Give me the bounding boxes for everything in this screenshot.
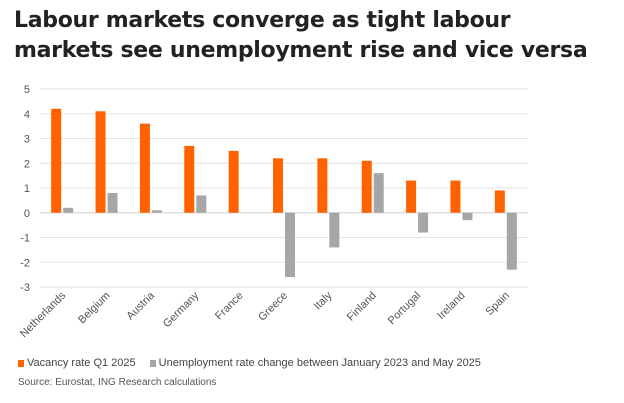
bar-unemployment: [506, 212, 517, 270]
x-tick-label: Finland: [345, 290, 379, 324]
y-tick-label: 3: [24, 134, 30, 146]
bar-vacancy: [494, 190, 505, 213]
y-tick-label: 0: [24, 208, 30, 220]
x-tick-label: Portugal: [386, 290, 423, 327]
bar-vacancy: [228, 150, 239, 213]
y-tick-label: -2: [20, 257, 30, 269]
bar-vacancy: [450, 180, 461, 213]
bar-unemployment: [63, 207, 74, 213]
bar-unemployment: [462, 212, 473, 221]
x-tick-label: Spain: [484, 290, 512, 318]
chart-title: Labour markets converge as tight labour …: [14, 8, 588, 63]
source-note: Source: Eurostat, ING Research calculati…: [18, 377, 217, 388]
bar-vacancy: [317, 158, 328, 213]
bar-unemployment: [151, 210, 162, 213]
bar-unemployment: [373, 173, 384, 213]
x-tick-label: Germany: [161, 289, 202, 330]
y-tick-label: 1: [24, 183, 30, 195]
x-tick-label: Austria: [124, 289, 157, 322]
legend: Vacancy rate Q1 2025 Unemployment rate c…: [18, 357, 481, 369]
bar-vacancy: [273, 158, 283, 213]
bar-vacancy: [95, 111, 106, 213]
bar-vacancy: [139, 123, 150, 213]
x-tick-label: Greece: [256, 290, 290, 324]
bar-vacancy: [361, 160, 372, 213]
x-tick-label: Italy: [312, 289, 335, 312]
bar-vacancy: [184, 145, 195, 213]
bar-unemployment: [285, 212, 295, 278]
y-tick-label: -1: [20, 233, 30, 245]
x-tick-label: Belgium: [76, 290, 113, 327]
bar-unemployment: [329, 212, 340, 248]
y-tick-label: 4: [24, 109, 30, 121]
legend-item-vacancy: Vacancy rate Q1 2025: [18, 357, 136, 369]
y-tick-label: 5: [24, 84, 30, 96]
y-tick-label: -3: [20, 282, 30, 294]
bar-unemployment: [196, 195, 207, 213]
bar-unemployment: [418, 212, 429, 233]
bar-unemployment: [107, 192, 118, 213]
x-tick-label: Ireland: [435, 290, 467, 322]
x-tick-label: France: [213, 290, 246, 323]
x-tick-label: Netherlands: [18, 289, 69, 340]
y-tick-label: 2: [24, 158, 30, 170]
legend-item-unemployment: Unemployment rate change between January…: [149, 357, 481, 369]
bar-vacancy: [51, 108, 62, 213]
bar-vacancy: [406, 180, 417, 213]
